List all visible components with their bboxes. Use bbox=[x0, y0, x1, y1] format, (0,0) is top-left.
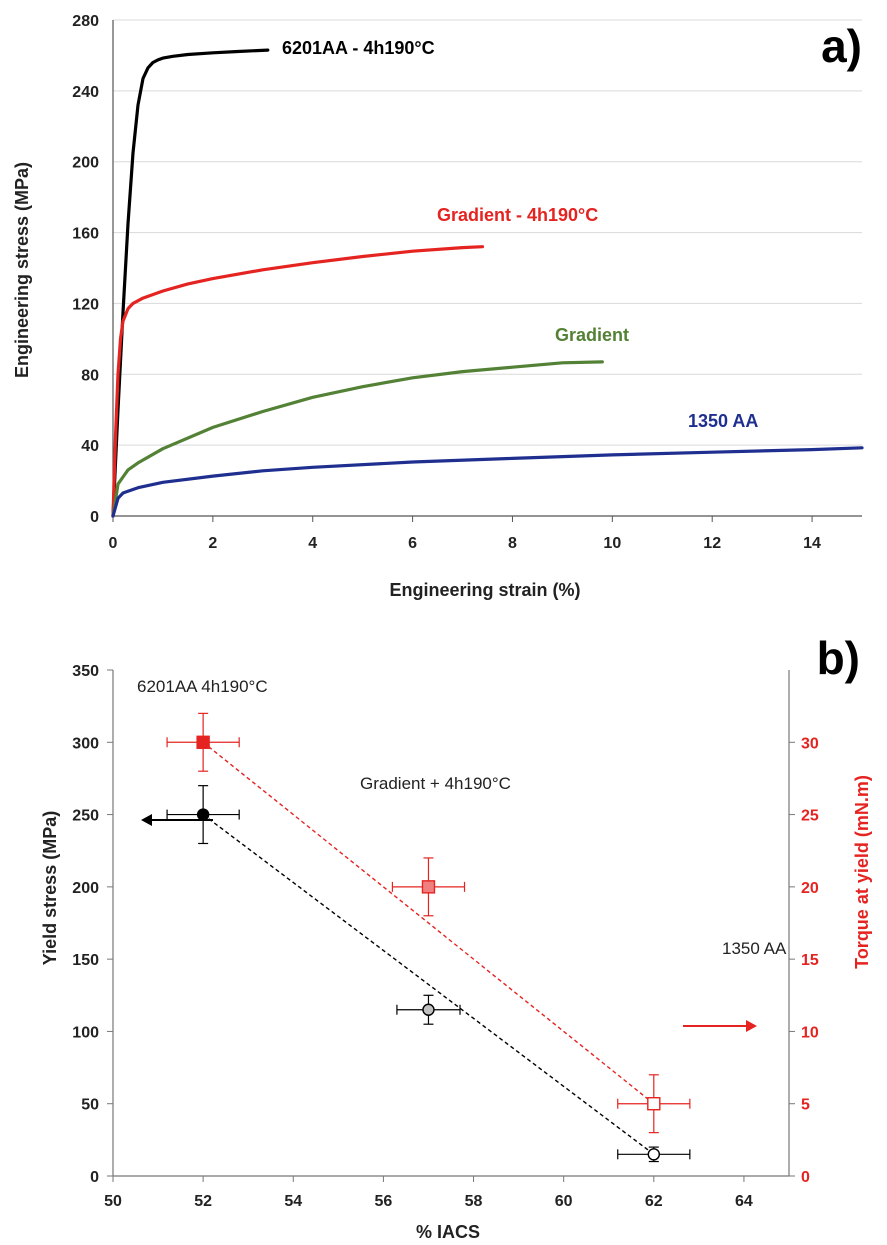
trend-line-left bbox=[202, 814, 655, 1155]
chart-b-panel-label: b) bbox=[817, 632, 860, 684]
x-tick-label-2: 2 bbox=[208, 535, 217, 552]
x-tick-label-6: 6 bbox=[408, 535, 417, 552]
right-y-tick-label-5: 5 bbox=[801, 1097, 810, 1114]
x-tick-label-4: 4 bbox=[308, 535, 317, 552]
point-marker-square bbox=[421, 880, 436, 894]
left-axis-arrow bbox=[141, 814, 213, 826]
point-marker-circle bbox=[196, 808, 210, 821]
series-line-1350-aa bbox=[111, 446, 864, 518]
point-right-2 bbox=[617, 1074, 691, 1134]
x-tick-label-10: 10 bbox=[603, 535, 621, 552]
y-tick-label-40: 40 bbox=[81, 438, 99, 455]
chart-b-x-tick-labels: 50 52 54 56 58 60 62 64 bbox=[104, 1193, 753, 1210]
left-y-tick-label-50: 50 bbox=[81, 1097, 99, 1114]
y-tick-label-240: 240 bbox=[72, 84, 99, 101]
series-label-gradient-4h190c: Gradient - 4h190°C bbox=[437, 205, 598, 225]
series-label-6201aa: 6201AA - 4h190°C bbox=[282, 38, 435, 58]
y-tick-label-160: 160 bbox=[72, 226, 99, 243]
point-left-0 bbox=[166, 785, 240, 845]
point-marker-square bbox=[196, 735, 210, 749]
chart-b-x-axis-title: % IACS bbox=[416, 1222, 480, 1242]
chart-a-gridlines bbox=[113, 19, 862, 446]
series-line-gradient bbox=[111, 360, 604, 518]
series-label-gradient: Gradient bbox=[555, 325, 629, 345]
point-right-0 bbox=[166, 712, 240, 772]
chart-a: 0 40 80 120 160 200 240 280 0 2 4 6 8 10 12 14 Enginee… bbox=[12, 13, 864, 600]
series-line-gradient-4h190-c bbox=[111, 245, 485, 518]
chart-b-points bbox=[166, 712, 691, 1163]
chart-b-right-y-tick-labels: 0 5 10 15 20 25 30 bbox=[801, 735, 819, 1186]
right-y-tick-label-15: 15 bbox=[801, 952, 819, 969]
y-tick-label-80: 80 bbox=[81, 367, 99, 384]
point-marker-square bbox=[647, 1097, 661, 1111]
chart-a-x-tick-labels: 0 2 4 6 8 10 12 14 bbox=[109, 535, 822, 552]
x-tick-label-14: 14 bbox=[803, 535, 821, 552]
left-y-tick-label-0: 0 bbox=[90, 1169, 99, 1186]
right-axis-arrow bbox=[683, 1020, 757, 1032]
chart-b-left-y-axis-title: Yield stress (MPa) bbox=[40, 811, 60, 965]
right-y-tick-label-25: 25 bbox=[801, 808, 819, 825]
x-tick-label-56: 56 bbox=[375, 1193, 393, 1210]
left-y-tick-label-150: 150 bbox=[72, 952, 99, 969]
left-y-tick-label-350: 350 bbox=[72, 663, 99, 680]
x-tick-label-52: 52 bbox=[194, 1193, 212, 1210]
x-tick-label-60: 60 bbox=[555, 1193, 573, 1210]
right-y-tick-label-20: 20 bbox=[801, 880, 819, 897]
point-marker-circle bbox=[647, 1148, 660, 1161]
series-line-6201aa-4h190-c bbox=[111, 48, 270, 518]
x-tick-label-8: 8 bbox=[508, 535, 517, 552]
right-y-tick-label-0: 0 bbox=[801, 1169, 810, 1186]
y-tick-label-120: 120 bbox=[72, 296, 99, 313]
point-marker-circle bbox=[422, 1003, 435, 1016]
x-tick-label-64: 64 bbox=[735, 1193, 753, 1210]
point-left-2 bbox=[617, 1146, 691, 1163]
x-tick-label-0: 0 bbox=[109, 535, 118, 552]
left-y-tick-label-300: 300 bbox=[72, 735, 99, 752]
x-tick-label-12: 12 bbox=[703, 535, 721, 552]
point-left-1 bbox=[396, 994, 461, 1025]
x-tick-label-50: 50 bbox=[104, 1193, 122, 1210]
chart-b-axes bbox=[107, 669, 795, 1182]
annotation-gradient-4h190c: Gradient + 4h190°C bbox=[360, 774, 511, 793]
left-y-tick-label-200: 200 bbox=[72, 880, 99, 897]
left-y-tick-label-100: 100 bbox=[72, 1024, 99, 1041]
x-tick-label-54: 54 bbox=[284, 1193, 302, 1210]
chart-b-left-y-tick-labels: 0 50 100 150 200 250 300 350 bbox=[72, 663, 99, 1186]
y-tick-label-280: 280 bbox=[72, 13, 99, 30]
chart-a-series bbox=[111, 48, 864, 518]
chart-b-right-y-axis-title: Torque at yield (mN.m) bbox=[852, 775, 872, 969]
x-tick-label-58: 58 bbox=[465, 1193, 483, 1210]
left-y-tick-label-250: 250 bbox=[72, 808, 99, 825]
series-label-1350aa: 1350 AA bbox=[688, 411, 758, 431]
x-tick-label-62: 62 bbox=[645, 1193, 663, 1210]
trend-line-right bbox=[202, 741, 655, 1105]
chart-a-y-tick-labels: 0 40 80 120 160 200 240 280 bbox=[72, 13, 99, 526]
chart-a-x-axis-title: Engineering strain (%) bbox=[389, 580, 580, 600]
right-y-tick-label-10: 10 bbox=[801, 1024, 819, 1041]
chart-a-panel-label: a) bbox=[821, 20, 862, 72]
y-tick-label-200: 200 bbox=[72, 155, 99, 172]
right-y-tick-label-30: 30 bbox=[801, 735, 819, 752]
annotation-1350aa: 1350 AA bbox=[722, 939, 787, 958]
point-right-1 bbox=[391, 857, 466, 917]
y-tick-label-0: 0 bbox=[90, 509, 99, 526]
chart-a-axes bbox=[112, 20, 862, 522]
chart-a-y-axis-title: Engineering stress (MPa) bbox=[12, 162, 32, 378]
chart-b-trend-lines bbox=[202, 741, 655, 1155]
annotation-6201aa: 6201AA 4h190°C bbox=[137, 677, 268, 696]
